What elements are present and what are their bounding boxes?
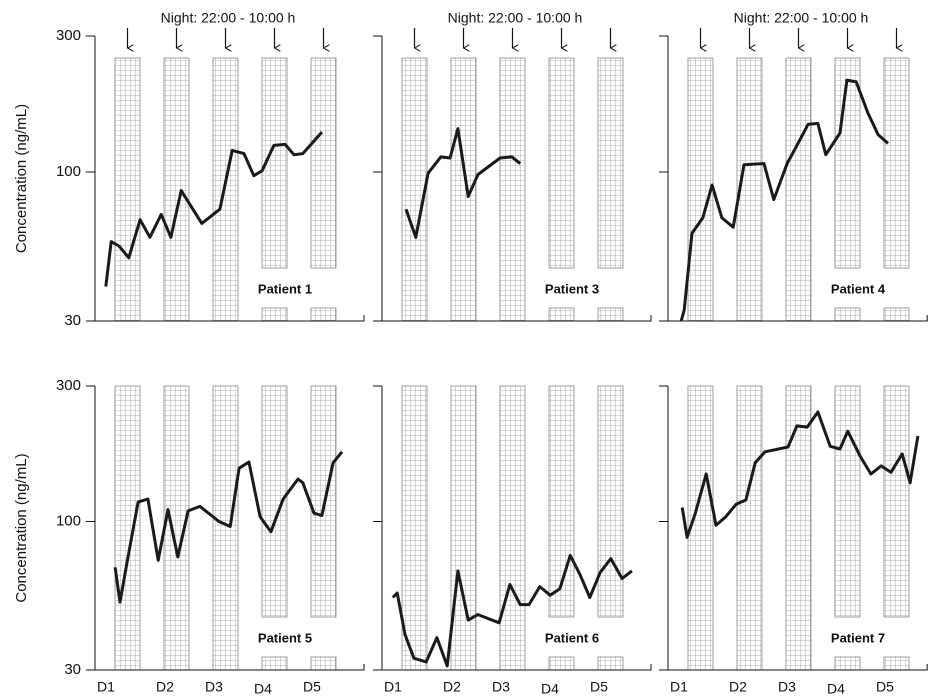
x-tick-label: D4 bbox=[254, 681, 272, 697]
panel: Night: 22:00 - 10:00 h Patient 4 bbox=[659, 10, 928, 322]
night-band bbox=[834, 307, 861, 322]
annotation: Night: 22:00 - 10:00 h bbox=[448, 10, 583, 26]
panel: Night: 22:00 - 10:00 h 30 100 300 Concentrat… bbox=[13, 10, 365, 329]
data-line bbox=[104, 131, 324, 287]
data-line bbox=[680, 410, 920, 539]
night-band bbox=[401, 57, 428, 322]
night-band bbox=[212, 385, 239, 671]
panel-label: Patient 4 bbox=[831, 281, 886, 296]
night-band bbox=[114, 385, 141, 671]
panel-label: Patient 3 bbox=[545, 281, 599, 296]
night-band bbox=[310, 656, 337, 671]
panel: Night: 22:00 - 10:00 h Patient 3 bbox=[373, 10, 652, 322]
y-tick-label: 300 bbox=[56, 27, 81, 44]
x-tick-label: D2 bbox=[156, 679, 174, 695]
night-band bbox=[548, 307, 575, 322]
annotation: Night: 22:00 - 10:00 h bbox=[734, 10, 869, 26]
night-band bbox=[261, 656, 288, 671]
panel: 30 100 300 Concentration (ng/mL) D1 D2 D3 D4 D5 P… bbox=[13, 377, 365, 697]
x-tick-label: D5 bbox=[590, 679, 608, 695]
night-band bbox=[597, 307, 624, 322]
panel: D1 D2 D3 D4 D5 Patient 7 bbox=[659, 385, 928, 697]
data-line bbox=[391, 553, 633, 668]
night-band bbox=[687, 385, 714, 671]
night-band bbox=[597, 385, 624, 618]
panel-label: Patient 7 bbox=[831, 630, 885, 645]
x-tick-label: D4 bbox=[541, 681, 559, 697]
night-band bbox=[163, 57, 190, 322]
night-band bbox=[785, 57, 812, 322]
data-line bbox=[679, 78, 889, 322]
night-band bbox=[310, 57, 337, 269]
panel-label: Patient 1 bbox=[258, 281, 312, 296]
night-band bbox=[597, 656, 624, 671]
night-band bbox=[261, 307, 288, 322]
night-band bbox=[883, 385, 910, 618]
y-tick-label: 30 bbox=[64, 312, 81, 329]
x-tick-label: D1 bbox=[384, 679, 402, 695]
night-band bbox=[834, 656, 861, 671]
night-band bbox=[401, 385, 428, 671]
y-tick-label: 100 bbox=[56, 512, 81, 529]
night-band bbox=[548, 656, 575, 671]
x-tick-label: D2 bbox=[443, 679, 461, 695]
annotation: Night: 22:00 - 10:00 h bbox=[161, 10, 296, 26]
night-band bbox=[883, 307, 910, 322]
x-tick-label: D2 bbox=[729, 679, 747, 695]
x-tick-label: D3 bbox=[778, 679, 796, 695]
y-tick-label: 30 bbox=[64, 661, 81, 678]
night-band bbox=[834, 57, 861, 269]
night-band bbox=[736, 385, 763, 671]
night-band bbox=[883, 57, 910, 269]
x-tick-label: D5 bbox=[876, 679, 894, 695]
night-band bbox=[597, 57, 624, 269]
y-tick-label: 300 bbox=[56, 377, 81, 394]
night-band bbox=[499, 385, 526, 671]
night-band bbox=[834, 385, 861, 618]
panel-label: Patient 5 bbox=[258, 630, 312, 645]
data-line bbox=[113, 450, 344, 604]
data-line bbox=[404, 127, 522, 239]
night-band bbox=[785, 385, 812, 671]
night-band bbox=[883, 656, 910, 671]
panel-label: Patient 6 bbox=[545, 630, 599, 645]
night-band bbox=[114, 57, 141, 322]
x-tick-label: D3 bbox=[205, 679, 223, 695]
y-axis-label: Concentration (ng/mL) bbox=[13, 104, 30, 253]
y-axis-label: Concentration (ng/mL) bbox=[13, 453, 30, 602]
night-band bbox=[450, 385, 477, 671]
night-band bbox=[310, 307, 337, 322]
x-tick-label: D5 bbox=[303, 679, 321, 695]
y-tick-label: 100 bbox=[56, 163, 81, 180]
x-tick-label: D4 bbox=[827, 681, 845, 697]
x-tick-label: D3 bbox=[492, 679, 510, 695]
panel: D1 D2 D3 D4 D5 Patient 6 bbox=[373, 385, 652, 697]
night-band bbox=[548, 57, 575, 269]
x-tick-label: D1 bbox=[670, 679, 688, 695]
x-tick-label: D1 bbox=[97, 679, 115, 695]
night-band bbox=[687, 57, 714, 322]
night-band bbox=[499, 57, 526, 322]
